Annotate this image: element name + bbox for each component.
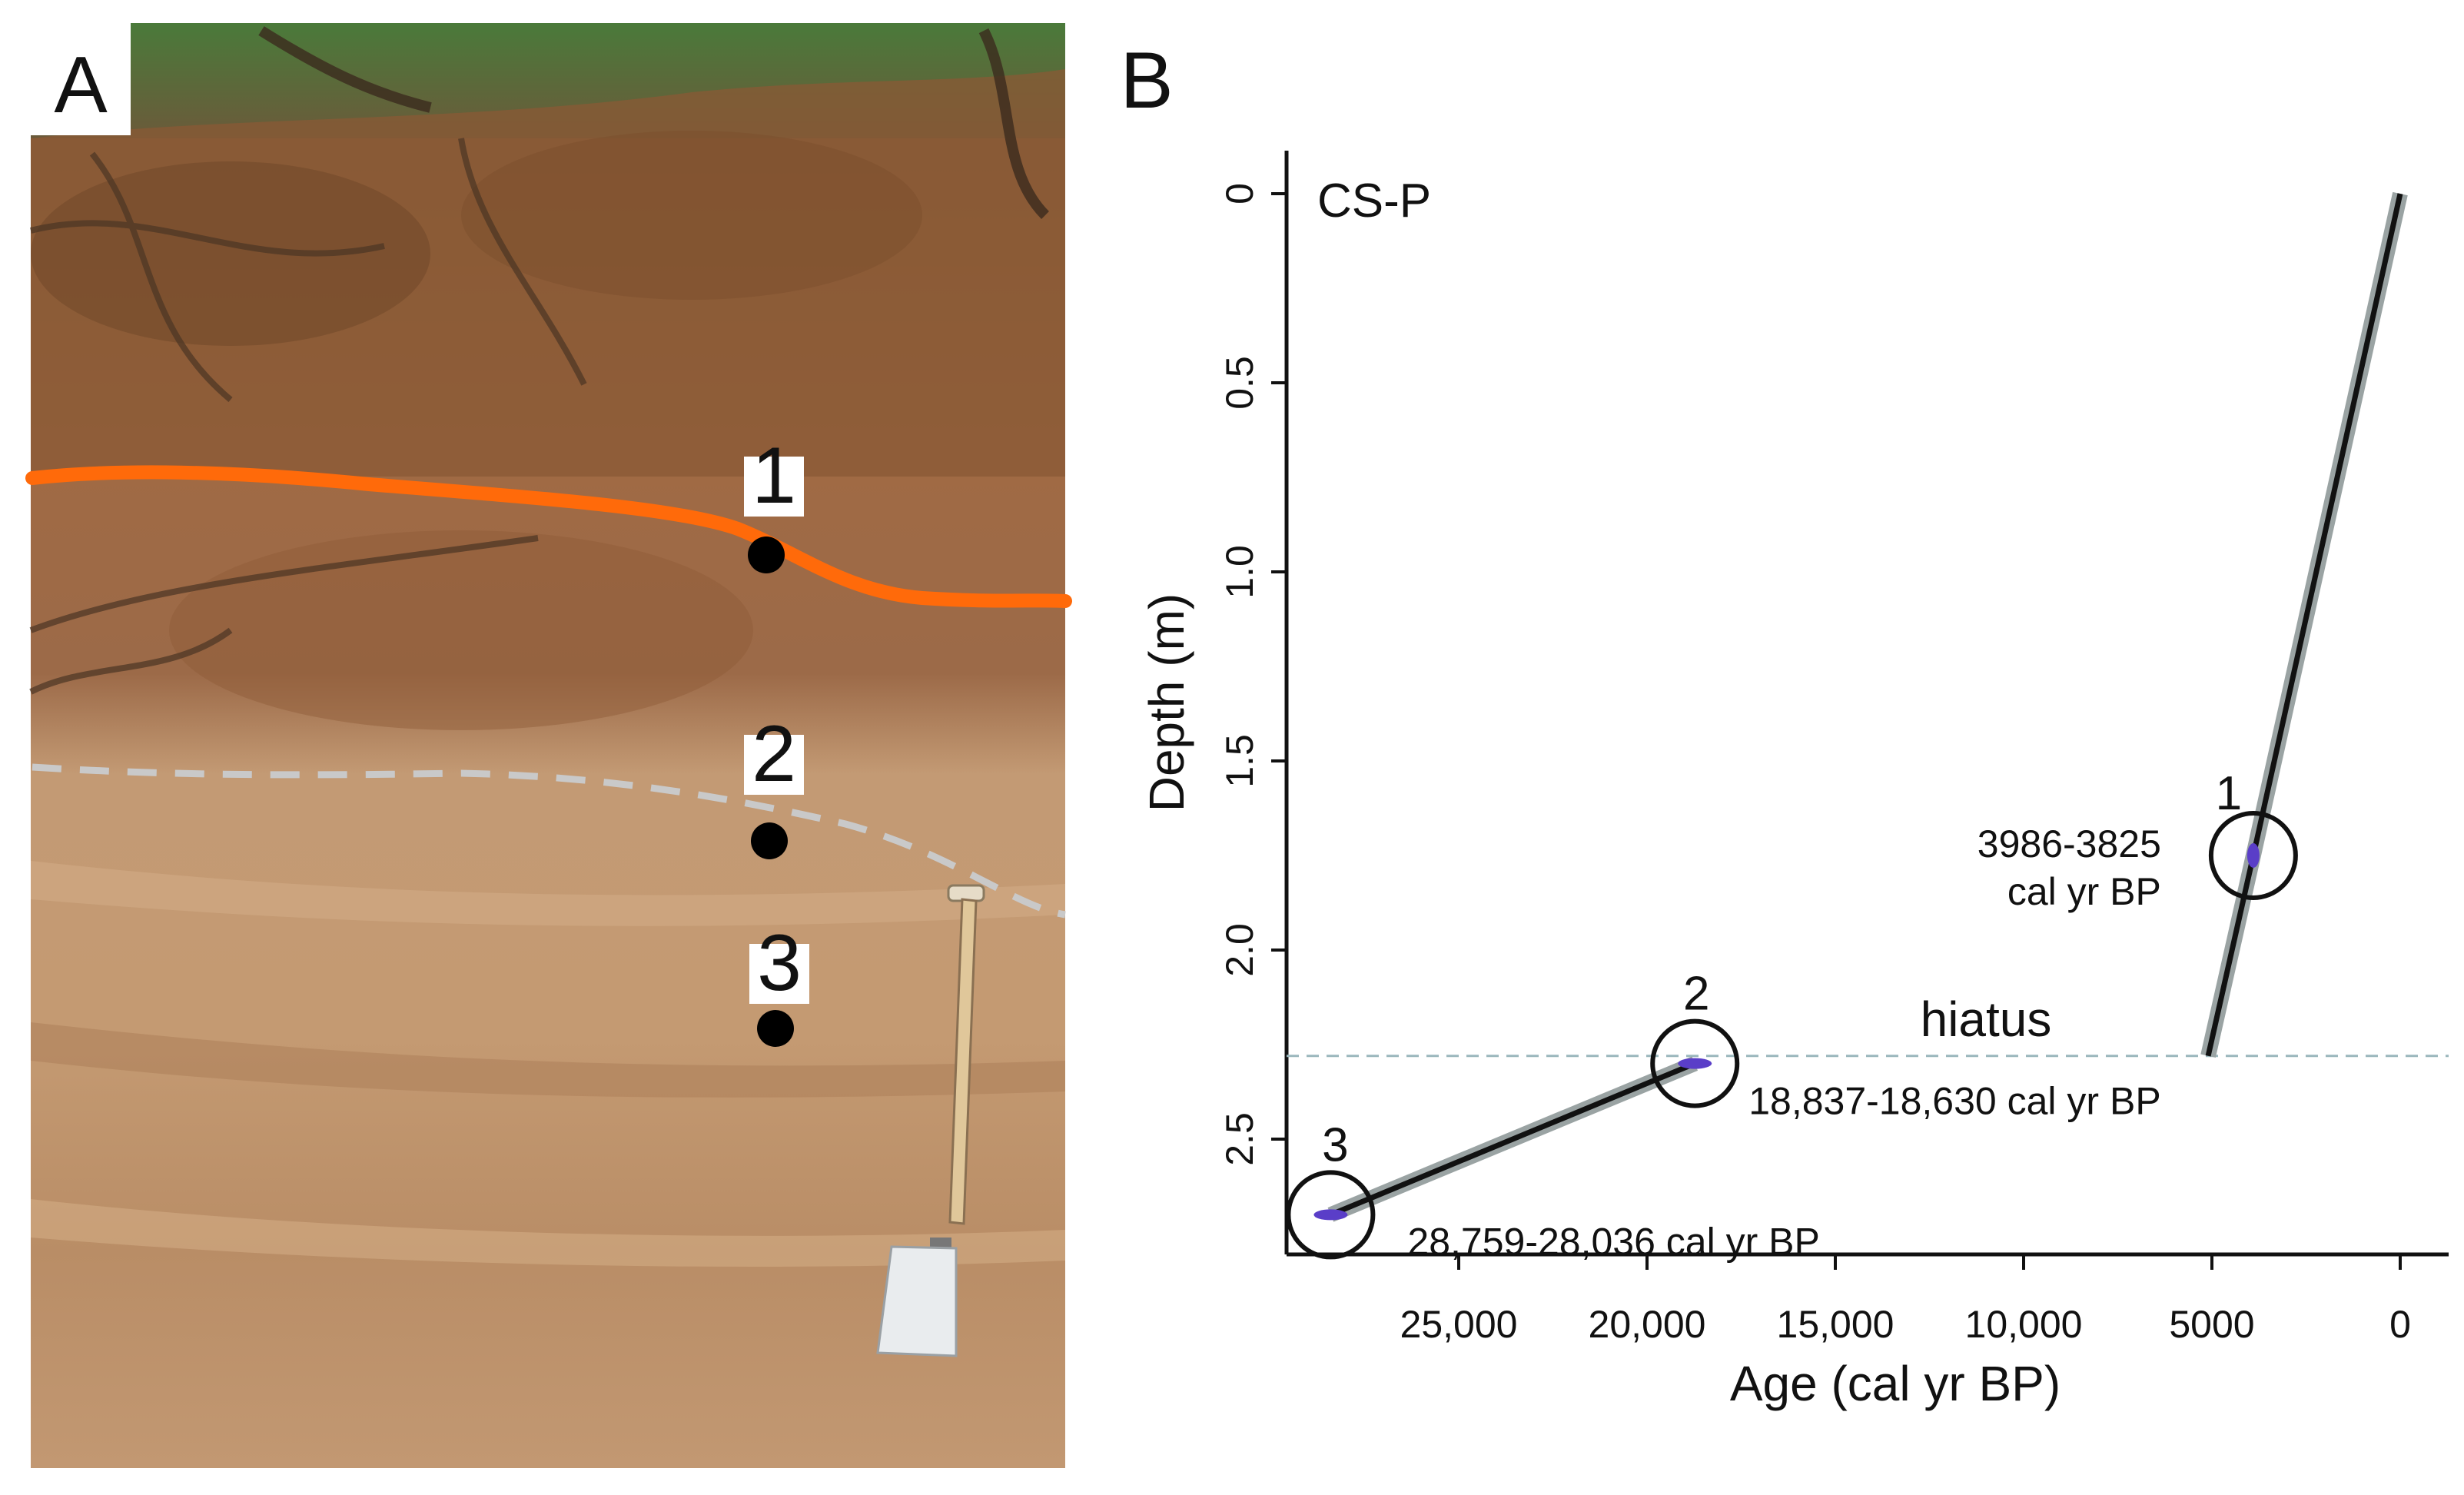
x-tick-label-1: 20,000 xyxy=(1589,1303,1706,1346)
date-3-mark xyxy=(1313,1209,1348,1221)
y-tick-label-4: 2.0 xyxy=(1218,923,1261,977)
site-label: CS-P xyxy=(1317,174,1431,228)
y-tick-label-2: 1.0 xyxy=(1218,545,1261,599)
upper-horizon-boundary xyxy=(25,465,1072,608)
date-1-number: 1 xyxy=(2216,767,2242,820)
photo-marker-1-label: 1 xyxy=(752,431,796,520)
y-tick-label-1: 0.5 xyxy=(1218,356,1261,410)
panel-a-label: A xyxy=(54,41,108,130)
photo-marker-1: 1 xyxy=(744,431,804,573)
hiatus-layer: hiatus xyxy=(1287,992,2449,1058)
y-tick-label-5: 2.5 xyxy=(1218,1112,1261,1166)
date-3-number: 3 xyxy=(1322,1118,1348,1171)
y-tick-label-0: 0 xyxy=(1218,183,1261,204)
date-1-mark xyxy=(2246,843,2260,868)
x-tick-label-0: 25,000 xyxy=(1400,1303,1518,1346)
panel-b-label: B xyxy=(1120,36,1173,125)
x-ticks: 25,000 20,000 15,000 10,000 5000 0 xyxy=(1400,1254,2411,1346)
date-2-circle xyxy=(1650,1018,1740,1108)
date-1-age-annotation: 3986-3825 xyxy=(1978,822,2161,865)
date-1-circle xyxy=(2208,811,2298,900)
series-layer xyxy=(1327,191,2408,1222)
dates-layer: 1 3986-3825 cal yr BP 2 18,837-18,630 cal yr… xyxy=(1286,767,2298,1263)
lower-horizon-boundary xyxy=(32,763,1066,919)
date-2-age-annotation: 18,837-18,630 cal yr BP xyxy=(1748,1080,2160,1123)
date-2-mark xyxy=(1678,1058,1712,1069)
date-2-number: 2 xyxy=(1683,968,1709,1021)
photo-marker-2-label: 2 xyxy=(752,709,796,799)
date-1-age-annotation-unit: cal yr BP xyxy=(2007,870,2161,913)
x-axis-title: Age (cal yr BP) xyxy=(1730,1356,2061,1411)
panel-a-label-box xyxy=(31,23,131,135)
photo-marker-2: 2 xyxy=(744,709,804,859)
x-tick-label-2: 15,000 xyxy=(1777,1303,1894,1346)
date-3-age-annotation: 28,759-28,036 cal yr BP xyxy=(1407,1220,1819,1263)
series-1-line xyxy=(2205,193,2403,1057)
photo-background xyxy=(29,23,1065,1468)
x-tick-label-5: 0 xyxy=(2389,1303,2411,1346)
y-tick-label-3: 1.5 xyxy=(1218,734,1261,788)
plot-frame xyxy=(1284,151,2449,1257)
y-ticks: 0 0.5 1.0 1.5 2.0 2.5 xyxy=(1218,183,1287,1166)
series-2-line xyxy=(1330,1061,1696,1218)
x-tick-label-4: 5000 xyxy=(2169,1303,2254,1346)
x-tick-label-3: 10,000 xyxy=(1965,1303,2083,1346)
hiatus-label: hiatus xyxy=(1921,992,2052,1047)
y-axis-title: Depth (m) xyxy=(1139,593,1194,812)
date-3-circle xyxy=(1286,1170,1376,1260)
spade xyxy=(876,884,985,1357)
photo-marker-3-label: 3 xyxy=(757,919,802,1008)
photo-marker-3: 3 xyxy=(749,919,809,1047)
